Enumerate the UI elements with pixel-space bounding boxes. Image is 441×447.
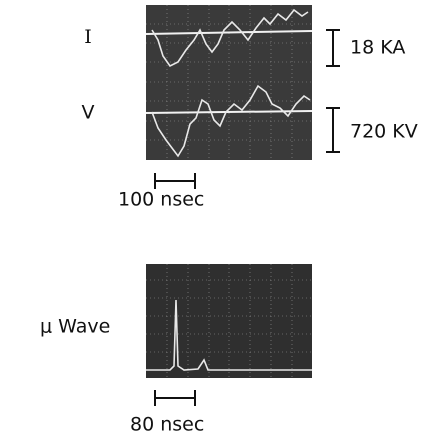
scope-label: μ Wave bbox=[40, 316, 110, 338]
scale-label: 720 KV bbox=[350, 121, 418, 143]
current-trace bbox=[151, 8, 309, 68]
scope-screen bbox=[146, 5, 312, 160]
microwave-trace bbox=[146, 299, 312, 371]
time-bar bbox=[154, 173, 196, 189]
trace-label: V bbox=[82, 102, 95, 124]
scale-bar bbox=[326, 29, 340, 153]
time-bar bbox=[154, 390, 196, 406]
time-scale: 100 nsec bbox=[118, 189, 204, 211]
voltage-trace bbox=[151, 84, 311, 158]
time-scale: 80 nsec bbox=[130, 414, 204, 436]
scale-label: 18 KA bbox=[350, 37, 405, 59]
scope-grid bbox=[146, 264, 312, 378]
trace-label: I bbox=[84, 26, 92, 48]
baseline bbox=[145, 30, 313, 35]
